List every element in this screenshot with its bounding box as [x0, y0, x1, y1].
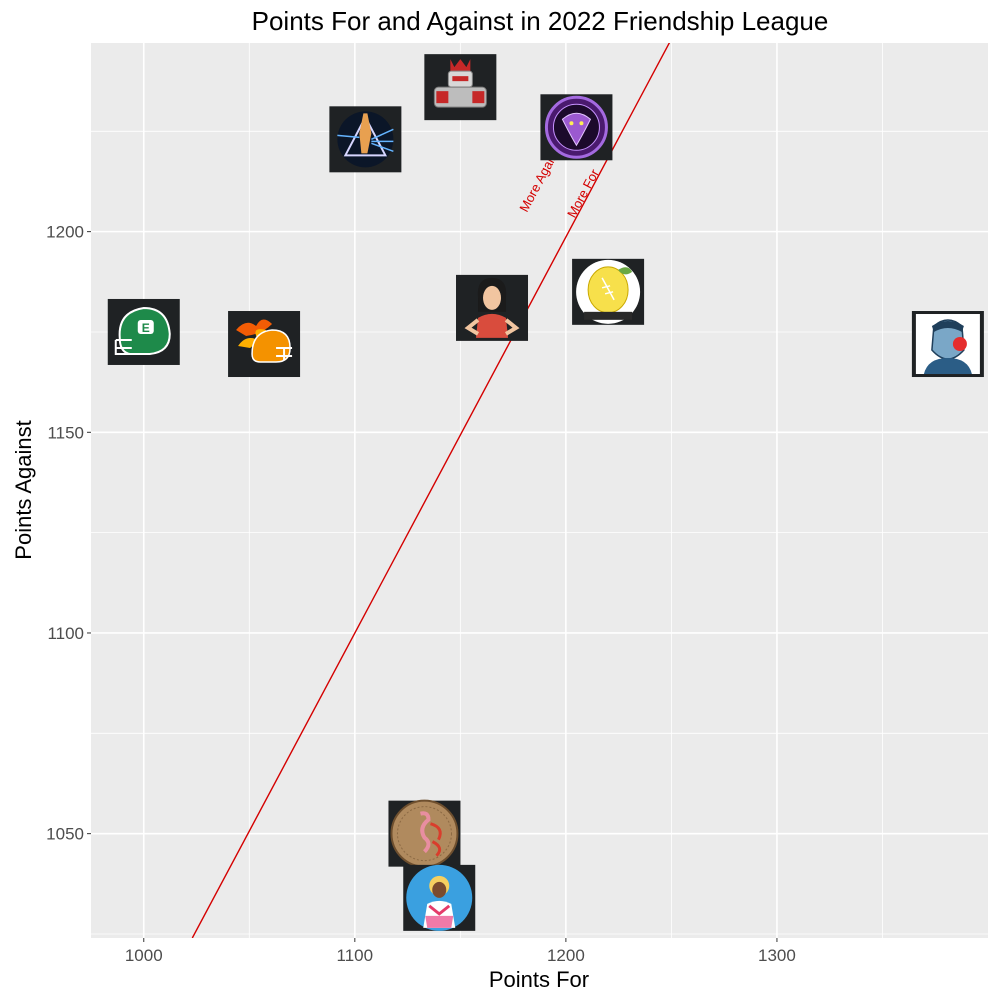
team-logo-point	[388, 799, 461, 868]
axis-ticks: 1000 1100 1200 1300 1050 1100 1150 1200	[46, 223, 796, 965]
team-logo-point: E	[107, 298, 180, 365]
clown-nose-man-icon	[915, 314, 980, 375]
y-tick-label: 1150	[47, 423, 84, 442]
green-football-helmet-icon: E	[114, 306, 171, 355]
x-tick-label: 1300	[758, 946, 796, 965]
x-tick-label: 1200	[547, 946, 585, 965]
team-logo-point	[403, 864, 476, 931]
x-tick-label: 1100	[337, 946, 374, 965]
y-tick-label: 1100	[47, 624, 84, 643]
cartoon-woman-icon	[464, 277, 520, 338]
prism-warrior-icon	[337, 111, 394, 168]
sailor-moon-icon	[406, 864, 473, 931]
team-logo-point	[540, 94, 613, 161]
y-axis-title: Points Against	[11, 420, 36, 559]
team-logo-point	[572, 258, 645, 325]
team-logo-point	[228, 311, 301, 378]
reference-line	[191, 43, 671, 938]
x-tick-label: 1000	[125, 946, 163, 965]
robot-king-icon	[433, 59, 487, 108]
lemon-football-icon	[576, 259, 641, 324]
plot-panel	[91, 43, 988, 938]
svg-text:E: E	[142, 321, 150, 335]
team-logo-point	[424, 54, 497, 121]
team-logo-point	[456, 274, 529, 341]
x-axis-title: Points For	[489, 967, 589, 992]
chart-title: Points For and Against in 2022 Friendshi…	[252, 6, 829, 36]
y-tick-label: 1200	[46, 223, 84, 242]
flamingo-patch-icon	[390, 799, 459, 868]
team-logo-points: E	[107, 54, 984, 931]
team-logo-point	[329, 106, 402, 173]
flaming-football-helmet-icon	[236, 319, 293, 363]
y-tick-label: 1050	[46, 825, 84, 844]
major-gridlines	[91, 43, 988, 938]
purple-snake-gym-icon	[544, 95, 608, 159]
team-logo-point	[911, 311, 984, 378]
